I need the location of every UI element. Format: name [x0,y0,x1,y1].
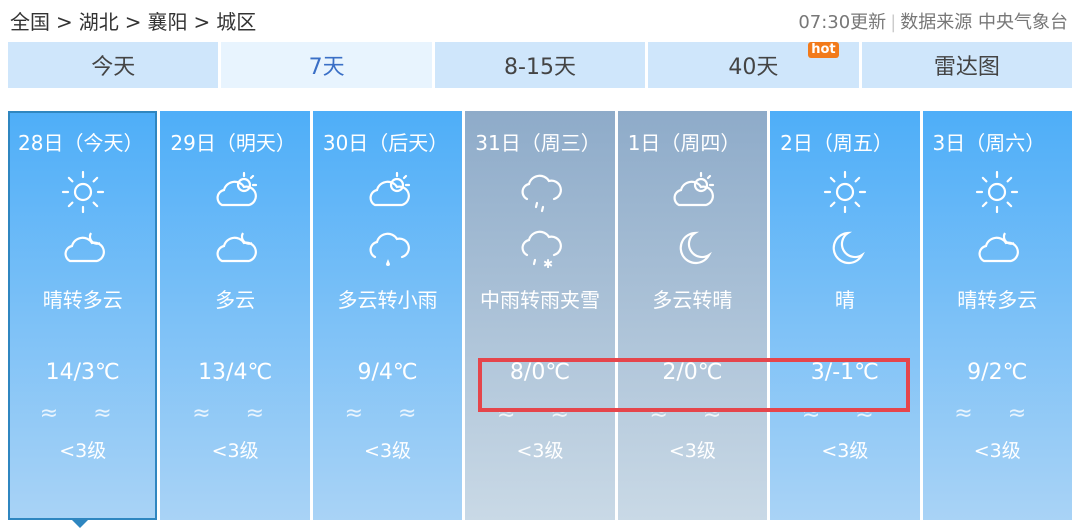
temperature: 9/4℃ [357,360,418,385]
day-date: 31日（周三） [475,131,601,155]
wind-icon: ≈ ≈ [192,401,279,426]
wind-icon: ≈ ≈ [497,401,583,426]
temperature: 14/3℃ [45,360,120,385]
wind-level: <3级 [668,440,716,462]
breadcrumb: 全国 > 湖北 > 襄阳 > 城区 [10,6,262,35]
day-card[interactable]: 1日（周四） 多云转晴 2/0℃ ≈ ≈ <3级 [617,111,768,520]
moon-icon [618,220,767,276]
tab-label: 今天 [91,55,136,80]
day-card[interactable]: 28日（今天） 晴转多云 14/3℃ ≈ ≈ <3级 [8,111,158,520]
crumb-china[interactable]: 全国 [10,10,50,34]
sleet-icon: ✱ [465,220,614,276]
weather-desc: 中雨转雨夹雪 [479,288,600,312]
tab-label: 8-15天 [504,55,576,80]
wind-level: <3级 [973,440,1021,462]
forecast-days: 28日（今天） 晴转多云 14/3℃ ≈ ≈ <3级 29日（明天） 多云 13/… [8,111,1072,520]
moon-icon [770,220,919,276]
sun-icon [770,164,919,220]
selected-pointer [70,518,90,528]
data-source: 数据来源 中央气象台 [900,12,1068,33]
day-date: 3日（周六） [932,131,1046,155]
day-date: 1日（周四） [627,131,741,155]
weather-desc: 晴转多云 [957,288,1038,312]
tab-label: 40天 [728,55,779,80]
partly-cloudy-icon [313,164,462,220]
wind-icon: ≈ ≈ [649,401,736,426]
wind-level: <3级 [59,440,107,462]
partly-cloudy-icon [160,164,309,220]
wind-level: <3级 [211,440,259,462]
day-card[interactable]: 31日（周三） ✱ 中雨转雨夹雪 8/0℃ ≈ ≈ <3级 [465,111,615,520]
tab-today[interactable]: 今天 [8,42,219,88]
source-info: 07:30更新 | 数据来源 中央气象台 [798,12,1068,33]
light-rain-icon [313,220,462,276]
wind-icon: ≈ ≈ [801,401,888,426]
partly-cloudy-icon [618,164,767,220]
cloud-night-icon [160,220,309,276]
crumb-sep: > [193,10,211,34]
svg-text:✱: ✱ [543,257,553,271]
temperature: 3/-1℃ [810,360,879,385]
day-date: 2日（周五） [780,131,893,155]
tab-label: 7天 [308,55,345,80]
crumb-sep: > [56,10,73,34]
crumb-sep: > [124,10,142,34]
cloud-night-icon [8,220,157,276]
weather-desc: 晴 [834,288,855,312]
tab-label: 雷达图 [933,55,1000,80]
temperature: 9/2℃ [967,360,1028,385]
crumb-city: 城区 [216,10,257,34]
weather-desc: 多云转晴 [652,288,733,312]
day-card[interactable]: 29日（明天） 多云 13/4℃ ≈ ≈ <3级 [160,111,310,520]
temperature: 13/4℃ [198,360,273,385]
wind-level: <3级 [821,440,869,462]
tab-bar: 今天 7天 8-15天 40天 hot 雷达图 [8,42,1073,88]
tab-radar[interactable]: 雷达图 [861,42,1073,88]
day-card[interactable]: 30日（后天） 多云转小雨 9/4℃ ≈ ≈ <3级 [312,111,463,520]
weather-desc: 多云 [215,288,256,312]
sun-icon [923,164,1072,220]
crumb-hubei[interactable]: 湖北 [78,10,119,34]
wind-level: <3级 [516,440,564,462]
weather-desc: 晴转多云 [42,288,123,312]
highlight-box [478,358,910,412]
day-date: 28日（今天） [18,131,144,155]
hot-badge: hot [808,42,839,58]
update-time: 07:30更新 [798,12,887,33]
day-date: 30日（后天） [322,131,449,155]
rain-icon [465,164,614,220]
day-card[interactable]: 3日（周六） 晴转多云 9/2℃ ≈ ≈ <3级 [922,111,1072,520]
tab-7day[interactable]: 7天 [221,42,432,88]
sun-icon [8,164,157,220]
wind-level: <3级 [364,440,412,462]
cloud-night-icon [923,220,1072,276]
temperature: 8/0℃ [509,360,571,385]
day-card[interactable]: 2日（周五） 晴 3/-1℃ ≈ ≈ <3级 [770,111,920,520]
day-date: 29日（明天） [170,131,296,155]
wind-icon: ≈ ≈ [344,401,431,426]
crumb-xiangyang[interactable]: 襄阳 [147,10,188,34]
wind-icon: ≈ ≈ [954,401,1041,426]
tab-40day[interactable]: 40天 hot [648,42,859,88]
tab-8-15day[interactable]: 8-15天 [434,42,646,88]
weather-desc: 多云转小雨 [337,288,438,312]
wind-icon: ≈ ≈ [39,401,126,426]
temperature: 2/0℃ [662,360,723,385]
